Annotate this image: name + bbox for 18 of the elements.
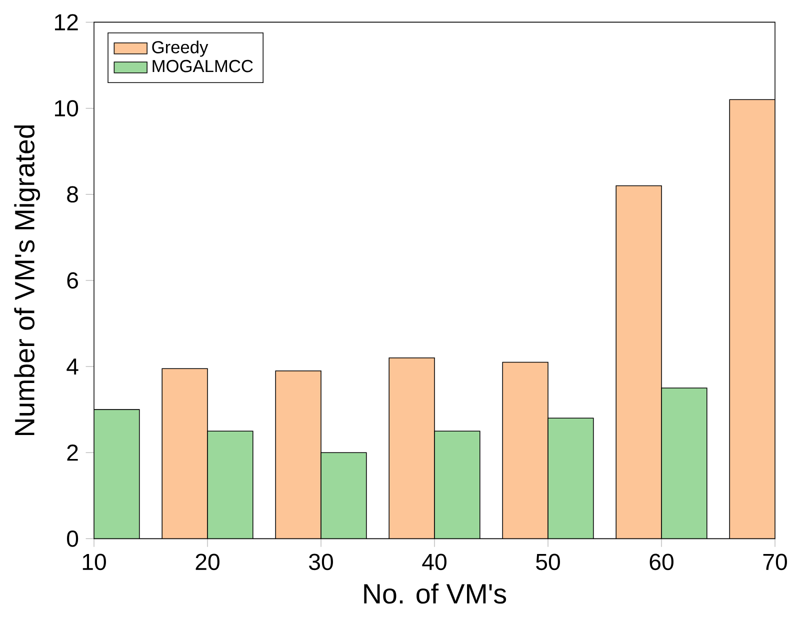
y-axis-title: Number of VM's Migrated [14,126,40,436]
y-tick-label: 4 [66,358,78,375]
x-tick-label: 20 [196,554,220,570]
y-tick-label: 12 [54,14,78,30]
y-tick-label: 0 [67,530,78,547]
y-tick-label: 6 [67,272,78,289]
x-tick-label: 10 [82,554,106,570]
legend-label: MOGALMCC [152,60,253,72]
x-tick-label: 40 [422,554,446,570]
y-tick-label: 8 [67,186,78,203]
x-axis-title: No. of VM's [364,583,506,604]
x-tick-label: 70 [763,554,787,570]
y-tick-label: 10 [54,100,78,117]
y-tick-label: 2 [67,444,78,461]
x-tick-label: 50 [536,554,560,570]
legend-label: Greedy [152,40,208,57]
x-tick-label: 60 [650,554,674,570]
x-tick-label: 30 [309,554,333,570]
